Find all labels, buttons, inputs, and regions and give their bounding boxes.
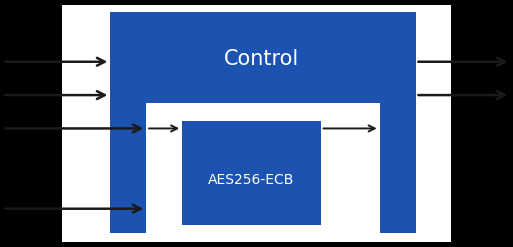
Bar (146, 103, 380, 233)
Text: Control: Control (224, 49, 299, 69)
Text: AES256-ECB: AES256-ECB (208, 173, 294, 187)
Bar (62, 5, 451, 242)
Bar (182, 121, 321, 225)
Bar (110, 12, 416, 233)
